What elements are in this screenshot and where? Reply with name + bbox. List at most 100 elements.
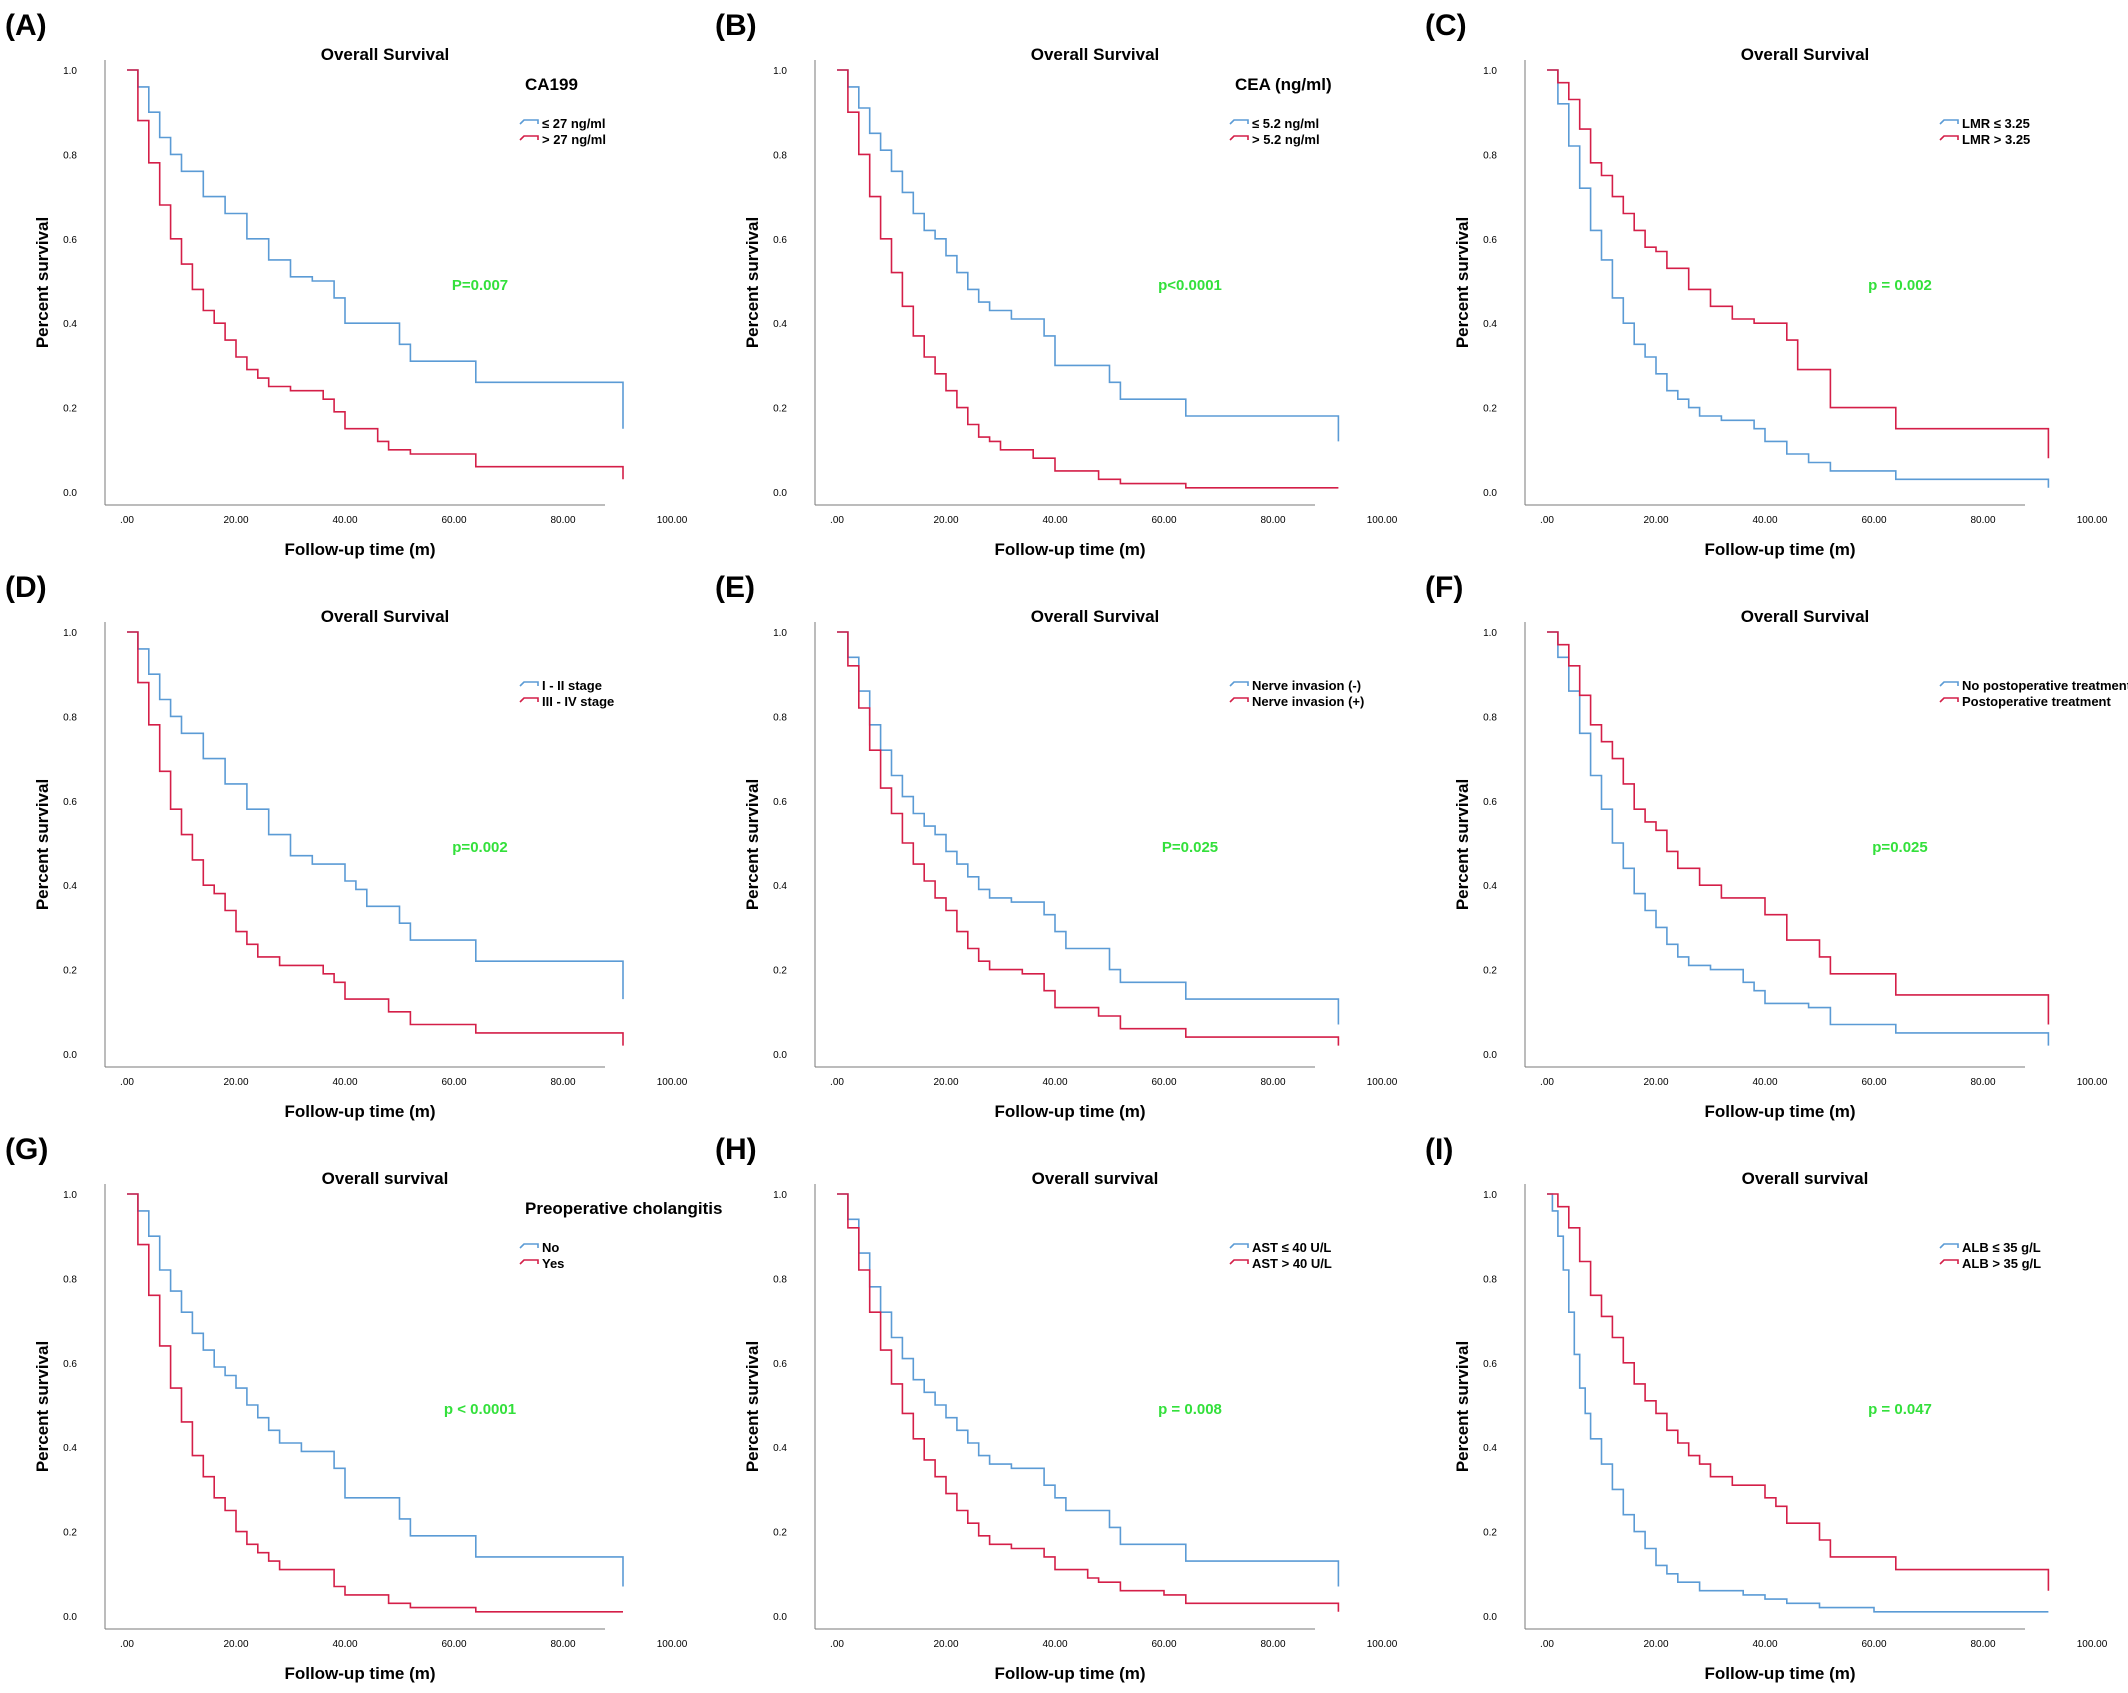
p-value-label: p=0.002 [452,839,507,856]
x-tick-label: 60.00 [441,1639,466,1650]
legend-swatch [1229,1259,1249,1265]
legend-label: Postoperative treatment [1962,694,2111,709]
y-tick-label: 1.0 [1483,628,1497,639]
panel-letter: (E) [715,571,755,604]
y-axis-label: Percent survival [33,779,52,910]
series-line-1 [127,1193,624,1587]
x-tick-label: 100.00 [2077,1077,2108,1088]
y-tick-label: 0.4 [63,319,77,330]
legend-swatch [1939,1259,1959,1265]
x-tick-label: 20.00 [933,1639,958,1650]
x-axis-label: Follow-up time (m) [284,1102,435,1121]
x-tick-label: 60.00 [441,1077,466,1088]
chart-title: Overall survival [1742,1169,1869,1188]
x-tick-label: 60.00 [1151,1077,1176,1088]
x-tick-label: 60.00 [1151,1639,1176,1650]
panel-b: (B) Overall Survival 0.0 0.2 0.4 0.6 0.8 1.0 .00… [715,9,1398,559]
y-tick-label: 0.6 [63,235,77,246]
x-axis-label: Follow-up time (m) [994,540,1145,559]
chart-title: Overall Survival [1741,607,1870,626]
y-tick-label: 0.4 [773,881,787,892]
x-tick-label: .00 [1540,1639,1554,1650]
y-tick-label: 0.6 [1483,797,1497,808]
x-tick-label: .00 [120,1077,134,1088]
series-line-1 [127,69,624,429]
legend-label: No [542,1240,559,1255]
series-line-2 [127,631,624,1046]
x-axis-label: Follow-up time (m) [284,1664,435,1683]
p-value-label: p = 0.047 [1868,1401,1932,1418]
x-tick-label: 20.00 [223,515,248,526]
y-tick-label: 0.2 [773,966,787,977]
x-tick-label: 40.00 [1042,1639,1067,1650]
series-line-1 [1547,631,2050,1046]
legend-swatch [519,119,539,125]
series-line-1 [127,631,624,1000]
y-tick-label: 0.0 [1483,1612,1497,1623]
y-tick-label: 0.8 [773,1274,787,1285]
y-tick-label: 0.2 [1483,1528,1497,1539]
legend-label: ≤ 27 ng/ml [542,116,605,131]
y-tick-label: 0.0 [63,1050,77,1061]
panel-letter: (A) [5,9,47,42]
y-tick-label: 0.6 [1483,1359,1497,1370]
y-tick-label: 0.2 [1483,966,1497,977]
x-tick-label: 20.00 [223,1639,248,1650]
legend-swatch [1229,1243,1249,1249]
x-tick-label: 60.00 [1151,515,1176,526]
y-tick-label: 0.0 [773,488,787,499]
y-tick-label: 0.8 [1483,150,1497,161]
chart-title: Overall Survival [321,607,450,626]
y-tick-label: 0.8 [1483,712,1497,723]
x-tick-label: 60.00 [1861,1077,1886,1088]
panel-d: (D) Overall Survival 0.0 0.2 0.4 0.6 0.8 1.0 .00… [5,571,688,1121]
legend-swatch [519,681,539,687]
chart-title: Overall Survival [321,45,450,64]
x-tick-label: 80.00 [550,515,575,526]
series-line-2 [127,1193,623,1613]
y-tick-label: 0.6 [63,797,77,808]
y-tick-label: 0.4 [1483,319,1497,330]
p-value-label: p<0.0001 [1158,277,1222,294]
x-tick-label: .00 [830,515,844,526]
legend-label: AST > 40 U/L [1252,1256,1332,1271]
x-tick-label: 20.00 [933,1077,958,1088]
x-tick-label: 40.00 [332,515,357,526]
panel-c: (C) Overall Survival 0.0 0.2 0.4 0.6 0.8 1.0 .00… [1425,9,2108,559]
x-tick-label: 100.00 [2077,1639,2108,1650]
x-tick-label: 60.00 [441,515,466,526]
y-tick-label: 0.4 [773,319,787,330]
x-tick-label: .00 [120,515,134,526]
panel-g: (G) Overall survival 0.0 0.2 0.4 0.6 0.8 1.0 .00… [5,1133,722,1683]
x-tick-label: .00 [1540,1077,1554,1088]
x-tick-label: 40.00 [1042,515,1067,526]
y-tick-label: 0.2 [1483,404,1497,415]
panel-letter: (C) [1425,9,1467,42]
y-tick-label: 0.8 [1483,1274,1497,1285]
chart-title: Overall survival [322,1169,449,1188]
legend-swatch [1939,681,1959,687]
x-tick-label: 40.00 [1042,1077,1067,1088]
y-tick-label: 0.8 [63,712,77,723]
legend-label: No postoperative treatment [1962,678,2128,693]
x-tick-label: 80.00 [550,1639,575,1650]
y-axis-label: Percent survival [743,779,762,910]
panel-a: (A) Overall Survival 0.0 0.2 0.4 0.6 0.8 1.0 .00… [5,9,688,559]
y-tick-label: 0.0 [1483,488,1497,499]
y-axis-label: Percent survival [743,217,762,348]
legend-label: Nerve invasion (-) [1252,678,1361,693]
x-tick-label: 20.00 [1643,1077,1668,1088]
y-tick-label: 0.6 [1483,235,1497,246]
x-axis-label: Follow-up time (m) [994,1664,1145,1683]
p-value-label: p = 0.002 [1868,277,1932,294]
y-tick-label: 0.0 [63,488,77,499]
legend-swatch [1229,135,1249,141]
chart-title: Overall Survival [1031,45,1160,64]
legend-title: Preoperative cholangitis [525,1199,722,1218]
x-tick-label: 100.00 [1367,1639,1398,1650]
legend-title: CA199 [525,75,578,94]
p-value-label: p=0.025 [1872,839,1927,856]
y-axis-label: Percent survival [1453,217,1472,348]
y-tick-label: 0.8 [63,150,77,161]
